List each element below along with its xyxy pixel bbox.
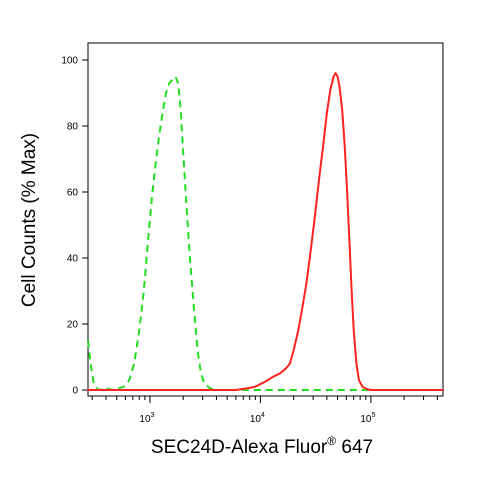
y-tick-label: 60 <box>67 188 79 199</box>
x-tick-label: 105 <box>360 412 375 425</box>
y-tick-label: 20 <box>67 320 79 331</box>
y-axis-ticks: 0 20 40 60 80 100 <box>61 56 88 397</box>
x-axis-label: SEC24D-Alexa Fluor® 647 <box>151 434 373 458</box>
x-axis-label-suffix: 647 <box>336 437 373 458</box>
x-tick-label: 103 <box>139 412 154 425</box>
y-axis-label: Cell Counts (% Max) <box>19 133 40 307</box>
y-tick-label: 0 <box>72 386 78 397</box>
series-layer <box>87 72 444 391</box>
series-line-2 <box>87 72 444 391</box>
y-tick-label: 80 <box>67 122 79 133</box>
y-tick-label: 100 <box>61 56 78 67</box>
plot-frame <box>87 42 444 397</box>
x-axis-label-main: SEC24D-Alexa Fluor <box>151 437 328 458</box>
y-tick-label: 40 <box>67 254 79 265</box>
x-axis-ticks: 103 104 105 <box>91 396 438 425</box>
series-line-1 <box>87 75 443 391</box>
x-tick-label: 104 <box>250 412 265 425</box>
x-axis-label-superscript: ® <box>327 434 336 448</box>
